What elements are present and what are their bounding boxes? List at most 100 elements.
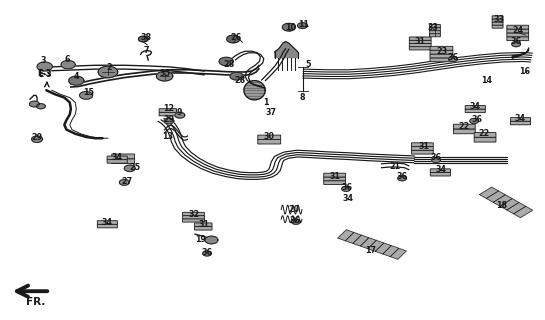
Polygon shape — [368, 240, 384, 251]
Polygon shape — [449, 57, 457, 62]
Text: 11: 11 — [298, 20, 309, 28]
FancyBboxPatch shape — [453, 129, 475, 134]
Text: 16: 16 — [519, 67, 530, 76]
FancyBboxPatch shape — [429, 30, 440, 34]
FancyBboxPatch shape — [324, 177, 346, 181]
Text: 8: 8 — [299, 93, 305, 102]
Text: 14: 14 — [481, 76, 492, 85]
Text: 2: 2 — [106, 63, 112, 72]
Polygon shape — [390, 248, 406, 259]
Polygon shape — [203, 251, 211, 256]
FancyBboxPatch shape — [430, 50, 453, 54]
Polygon shape — [275, 42, 298, 58]
FancyBboxPatch shape — [429, 24, 440, 28]
FancyBboxPatch shape — [492, 22, 503, 25]
FancyBboxPatch shape — [429, 28, 440, 31]
Polygon shape — [205, 236, 218, 244]
Text: 21: 21 — [390, 162, 401, 171]
Text: 3: 3 — [41, 56, 46, 65]
Polygon shape — [432, 157, 440, 163]
Text: 9: 9 — [177, 108, 183, 117]
Polygon shape — [244, 81, 265, 100]
FancyBboxPatch shape — [195, 223, 212, 227]
Text: 32: 32 — [189, 210, 199, 219]
Text: 1: 1 — [263, 98, 268, 107]
FancyBboxPatch shape — [430, 54, 453, 58]
Text: 7: 7 — [143, 46, 149, 55]
Text: E-3: E-3 — [38, 69, 52, 78]
FancyBboxPatch shape — [507, 33, 529, 37]
FancyBboxPatch shape — [411, 143, 433, 147]
Polygon shape — [164, 118, 174, 124]
Polygon shape — [80, 92, 93, 99]
Text: 12: 12 — [164, 104, 174, 113]
Text: E-3: E-3 — [38, 70, 52, 79]
FancyBboxPatch shape — [492, 16, 503, 19]
FancyBboxPatch shape — [183, 216, 204, 219]
FancyBboxPatch shape — [465, 109, 486, 113]
FancyBboxPatch shape — [411, 150, 433, 154]
Polygon shape — [29, 101, 39, 107]
Text: 5: 5 — [306, 60, 311, 68]
Polygon shape — [360, 238, 376, 249]
Text: 36: 36 — [447, 53, 458, 62]
Text: 31: 31 — [419, 142, 429, 151]
Text: 34: 34 — [112, 153, 123, 162]
Text: 17: 17 — [365, 246, 376, 255]
FancyBboxPatch shape — [324, 173, 346, 177]
Polygon shape — [138, 36, 148, 42]
Polygon shape — [175, 112, 185, 118]
FancyBboxPatch shape — [159, 109, 177, 112]
Text: 31: 31 — [329, 172, 340, 181]
Text: 35: 35 — [159, 69, 170, 78]
Text: 36: 36 — [290, 216, 301, 225]
FancyBboxPatch shape — [492, 25, 503, 28]
FancyBboxPatch shape — [409, 40, 431, 44]
Text: 24: 24 — [512, 26, 523, 35]
Text: 19: 19 — [196, 235, 207, 244]
Polygon shape — [353, 235, 369, 246]
Polygon shape — [514, 206, 532, 218]
Polygon shape — [470, 118, 479, 124]
Text: 22: 22 — [479, 129, 489, 138]
Text: 34: 34 — [470, 102, 481, 111]
FancyBboxPatch shape — [474, 132, 496, 137]
Text: 31: 31 — [198, 220, 209, 229]
Text: 29: 29 — [164, 115, 174, 124]
Polygon shape — [376, 243, 391, 254]
FancyBboxPatch shape — [453, 124, 475, 129]
Polygon shape — [156, 71, 173, 81]
FancyBboxPatch shape — [183, 219, 204, 222]
Polygon shape — [342, 186, 350, 191]
FancyBboxPatch shape — [430, 46, 453, 50]
FancyBboxPatch shape — [98, 221, 118, 224]
Text: 26: 26 — [230, 33, 241, 42]
Polygon shape — [119, 180, 129, 185]
Text: 13: 13 — [162, 132, 173, 141]
Text: 25: 25 — [129, 163, 140, 172]
FancyBboxPatch shape — [112, 159, 135, 164]
Text: 36: 36 — [341, 183, 352, 192]
FancyBboxPatch shape — [183, 212, 204, 216]
Text: 33: 33 — [427, 23, 438, 32]
FancyBboxPatch shape — [409, 37, 431, 40]
Polygon shape — [282, 23, 295, 31]
Text: 20: 20 — [289, 205, 300, 214]
Text: 10: 10 — [286, 23, 296, 32]
Polygon shape — [37, 62, 52, 71]
Polygon shape — [98, 66, 118, 78]
FancyBboxPatch shape — [507, 37, 529, 41]
Polygon shape — [32, 136, 43, 142]
Text: 6: 6 — [64, 55, 70, 64]
Text: 36: 36 — [202, 248, 213, 257]
FancyBboxPatch shape — [258, 135, 281, 140]
Polygon shape — [292, 219, 300, 224]
Text: 33: 33 — [493, 15, 504, 24]
Text: 37: 37 — [265, 108, 276, 116]
Polygon shape — [493, 195, 512, 206]
FancyBboxPatch shape — [195, 227, 212, 230]
Polygon shape — [500, 199, 519, 210]
Text: 23: 23 — [436, 47, 447, 56]
Polygon shape — [227, 35, 240, 43]
FancyBboxPatch shape — [411, 147, 433, 150]
